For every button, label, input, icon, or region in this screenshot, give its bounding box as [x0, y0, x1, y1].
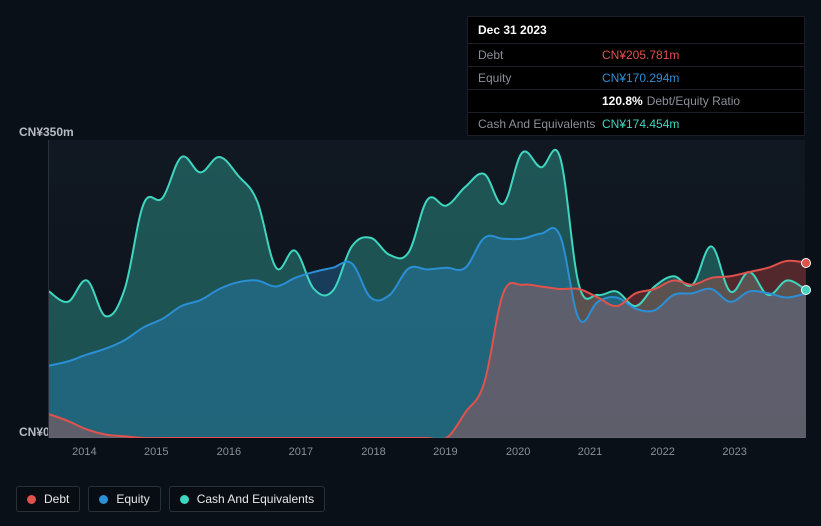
legend-item-equity[interactable]: Equity [88, 486, 160, 512]
legend-swatch [27, 495, 36, 504]
tooltip-panel: Dec 31 2023 DebtCN¥205.781mEquityCN¥170.… [467, 16, 805, 136]
x-axis-label: 2021 [578, 446, 602, 458]
y-axis-max-label: CN¥350m [19, 125, 74, 139]
tooltip-row-value: 120.8%Debt/Equity Ratio [602, 94, 740, 108]
tooltip-row: EquityCN¥170.294m [468, 67, 804, 90]
x-axis-label: 2014 [72, 446, 96, 458]
chart-container: Dec 31 2023 DebtCN¥205.781mEquityCN¥170.… [0, 0, 821, 526]
legend-item-cash-and-equivalents[interactable]: Cash And Equivalents [169, 486, 325, 512]
legend-label: Equity [116, 492, 149, 506]
tooltip-row-label: Equity [478, 71, 602, 85]
tooltip-row-value: CN¥174.454m [602, 117, 679, 131]
x-axis-label: 2020 [506, 446, 530, 458]
legend: Debt Equity Cash And Equivalents [16, 486, 325, 512]
tooltip-row: DebtCN¥205.781m [468, 44, 804, 67]
tooltip-row: 120.8%Debt/Equity Ratio [468, 90, 804, 113]
chart-plot-area[interactable] [48, 140, 805, 438]
marker-cash [801, 285, 811, 295]
tooltip-date: Dec 31 2023 [468, 17, 804, 44]
legend-label: Cash And Equivalents [197, 492, 314, 506]
x-axis-label: 2016 [217, 446, 241, 458]
x-axis-label: 2023 [722, 446, 746, 458]
x-axis-label: 2017 [289, 446, 313, 458]
legend-swatch [180, 495, 189, 504]
marker-debt [801, 258, 811, 268]
tooltip-row-label [478, 94, 602, 108]
tooltip-row-value: CN¥170.294m [602, 71, 679, 85]
tooltip-row: Cash And EquivalentsCN¥174.454m [468, 113, 804, 135]
tooltip-row-value: CN¥205.781m [602, 48, 679, 62]
x-axis-label: 2018 [361, 446, 385, 458]
x-axis-label: 2019 [433, 446, 457, 458]
tooltip-row-label: Cash And Equivalents [478, 117, 602, 131]
chart-svg [49, 140, 806, 438]
legend-swatch [99, 495, 108, 504]
x-axis-label: 2015 [144, 446, 168, 458]
y-axis-min-label: CN¥0 [19, 425, 50, 439]
legend-label: Debt [44, 492, 69, 506]
x-axis-labels: 2014 2015 2016 2017 2018 2019 2020 2021 2022 2023 [48, 442, 805, 458]
tooltip-row-label: Debt [478, 48, 602, 62]
x-axis-label: 2022 [650, 446, 674, 458]
legend-item-debt[interactable]: Debt [16, 486, 80, 512]
